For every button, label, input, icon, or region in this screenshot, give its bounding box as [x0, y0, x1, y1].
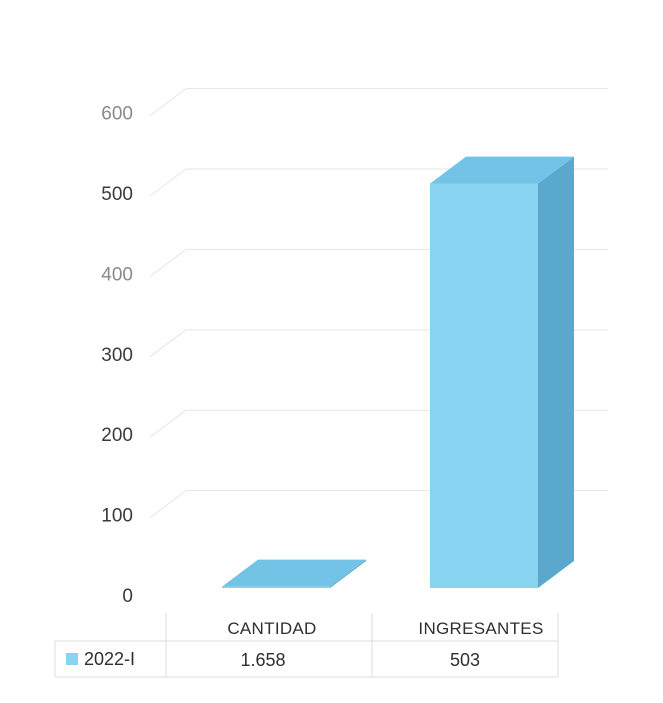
y-tick-label: 600	[101, 104, 133, 125]
bar-ingresantes	[430, 156, 574, 588]
category-label: CANTIDAD	[227, 619, 316, 638]
bar-top	[222, 559, 366, 587]
gridline-slant	[149, 248, 187, 277]
data-table: 2022-I 1.658 503	[54, 613, 559, 678]
data-table-value: 1.658	[240, 650, 285, 670]
gridline-slant	[149, 490, 187, 518]
y-tick-label: 200	[101, 425, 133, 446]
bars	[222, 156, 574, 588]
y-tick-label: 100	[101, 506, 133, 527]
y-tick-label: 300	[101, 345, 133, 366]
gridline-slant	[149, 88, 187, 116]
gridline-slant	[149, 329, 187, 358]
y-tick-label: 0	[122, 586, 133, 607]
y-tick-label: 500	[101, 184, 133, 205]
bar-side	[538, 156, 574, 588]
bar-front	[430, 183, 538, 588]
legend-swatch	[66, 653, 78, 665]
data-table-value: 503	[450, 650, 480, 670]
gridline-slant	[149, 409, 187, 438]
bar-top	[430, 156, 574, 184]
bar-front	[222, 586, 330, 588]
bar-cantidad	[222, 559, 366, 588]
y-axis: 0 100 200 300 400 500 600	[101, 104, 133, 607]
bar-side	[330, 559, 366, 588]
x-axis: CANTIDAD INGRESANTES	[227, 619, 543, 638]
gridline-slant	[149, 168, 187, 197]
category-label: INGRESANTES	[418, 619, 543, 638]
y-tick-label: 400	[101, 264, 133, 285]
legend-series-name: 2022-I	[84, 649, 135, 669]
